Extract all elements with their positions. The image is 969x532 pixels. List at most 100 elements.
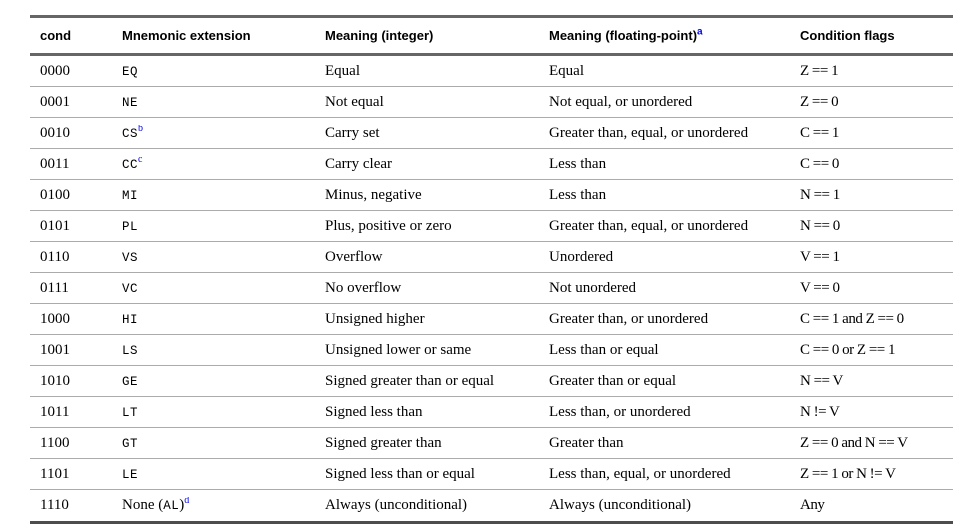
condition-flags-value: N == 1 (800, 186, 840, 203)
meaning-fp-value: Greater than, or unordered (549, 310, 709, 327)
mnemonic-value: CC (122, 157, 139, 172)
cond-value: 1001 (40, 341, 70, 358)
mnemonic-cell: EQ (122, 63, 325, 80)
table-row: 1011 LT Signed less than Less than, or u… (30, 397, 953, 428)
meaning-integer-value: Unsigned higher (325, 310, 425, 327)
cond-value: 0110 (40, 248, 70, 265)
header-condition-flags: Condition flags (800, 28, 895, 43)
meaning-fp-value: Less than, or unordered (549, 403, 691, 420)
cond-value: 0000 (40, 62, 70, 79)
cond-value: 1110 (40, 497, 69, 513)
meaning-fp-value: Not equal, or unordered (549, 93, 693, 110)
meaning-integer-value: Overflow (325, 248, 383, 265)
meaning-integer-value: Carry set (325, 124, 380, 141)
meaning-integer-value: Carry clear (325, 155, 393, 172)
mnemonic-value: VS (122, 250, 139, 265)
meaning-fp-value: Greater than or equal (549, 372, 677, 389)
mnemonic-cell: GT (122, 435, 325, 452)
meaning-fp-value: Greater than, equal, or unordered (549, 217, 749, 234)
condition-flags-value: C == 0 or Z == 1 (800, 341, 896, 358)
mnemonic-cell: VC (122, 280, 325, 297)
table-row: 0011 CCc Carry clear Less than C == 0 (30, 149, 953, 180)
cond-value: 0100 (40, 186, 70, 203)
meaning-integer-value: Plus, positive or zero (325, 217, 452, 234)
meaning-fp-value: Less than (549, 155, 607, 172)
condition-flags-value: Z == 0 and N == V (800, 434, 908, 451)
cond-value: 0001 (40, 93, 70, 110)
condition-flags-value: Any (800, 497, 825, 513)
mnemonic-pre: None ( (122, 497, 164, 513)
table-row: 0010 CSb Carry set Greater than, equal, … (30, 118, 953, 149)
mnemonic-cell: LS (122, 342, 325, 359)
meaning-integer-value: No overflow (325, 279, 402, 296)
mnemonic-value: PL (122, 219, 139, 234)
table-row: 1001 LS Unsigned lower or same Less than… (30, 335, 953, 366)
cond-value: 0010 (40, 124, 70, 141)
meaning-fp-value: Less than or equal (549, 341, 659, 358)
meaning-fp-value: Unordered (549, 248, 614, 265)
meaning-fp-value: Less than (549, 186, 607, 203)
mnemonic-value: NE (122, 95, 139, 110)
cond-value: 1011 (40, 403, 70, 420)
table-row: 0110 VS Overflow Unordered V == 1 (30, 242, 953, 273)
table-row: 0101 PL Plus, positive or zero Greater t… (30, 211, 953, 242)
meaning-integer-value: Minus, negative (325, 186, 422, 203)
condition-flags-value: N == 0 (800, 217, 840, 234)
cond-value: 0011 (40, 155, 70, 172)
table-row: 0100 MI Minus, negative Less than N == 1 (30, 180, 953, 211)
meaning-integer-value: Signed less than (325, 403, 423, 420)
meaning-integer-value: Signed less than or equal (325, 465, 475, 482)
condition-flags-value: C == 1 (800, 124, 839, 141)
condition-flags-value: C == 1 and Z == 0 (800, 310, 904, 327)
meaning-integer-value: Signed greater than (325, 434, 442, 451)
condition-flags-value: V == 1 (800, 248, 840, 265)
cond-value: 1100 (40, 434, 70, 451)
footnote-ref-b[interactable]: b (138, 124, 144, 134)
header-meaning-integer: Meaning (integer) (325, 28, 434, 43)
table-row: 0000 EQ Equal Equal Z == 1 (30, 56, 953, 87)
cond-value: 0101 (40, 217, 70, 234)
cond-value: 1101 (40, 465, 70, 482)
mnemonic-value: HI (122, 312, 139, 327)
mnemonic-value: CS (122, 126, 139, 141)
meaning-integer-value: Always (unconditional) (325, 497, 468, 513)
mnemonic-value: EQ (122, 64, 139, 79)
mnemonic-cell: HI (122, 311, 325, 328)
mnemonic-value: LE (122, 467, 139, 482)
mnemonic-value: AL (163, 499, 180, 513)
condition-flags-value: N != V (800, 403, 840, 420)
condition-flags-value: V == 0 (800, 279, 840, 296)
cond-value: 0111 (40, 279, 69, 296)
table-row: 1100 GT Signed greater than Greater than… (30, 428, 953, 459)
header-meaning-fp-label: Meaning (floating-point) (549, 28, 698, 43)
mnemonic-cell: LT (122, 404, 325, 421)
mnemonic-value: LT (122, 405, 139, 420)
mnemonic-cell: VS (122, 249, 325, 266)
footnote-ref-c[interactable]: c (138, 155, 143, 165)
mnemonic-cell: GE (122, 373, 325, 390)
meaning-fp-value: Not unordered (549, 279, 637, 296)
mnemonic-value: LS (122, 343, 139, 358)
table-row: 0001 NE Not equal Not equal, or unordere… (30, 87, 953, 118)
table-row: 1110 None (AL)d Always (unconditional) A… (30, 490, 953, 521)
footnote-ref-d[interactable]: d (184, 497, 190, 506)
cond-value: 1010 (40, 372, 70, 389)
header-meaning-floating-point: Meaning (floating-point)a (549, 28, 800, 43)
mnemonic-cell: PL (122, 218, 325, 235)
meaning-integer-value: Unsigned lower or same (325, 341, 472, 358)
meaning-integer-value: Equal (325, 62, 360, 79)
cond-value: 1000 (40, 310, 70, 327)
footnote-ref-a[interactable]: a (697, 28, 703, 38)
mnemonic-cell: CCc (122, 156, 325, 173)
mnemonic-post: ) (179, 497, 185, 513)
header-mnemonic-extension: Mnemonic extension (122, 28, 251, 43)
table-row: 1010 GE Signed greater than or equal Gre… (30, 366, 953, 397)
mnemonic-cell: MI (122, 187, 325, 204)
condition-codes-table: cond Mnemonic extension Meaning (integer… (30, 15, 953, 524)
condition-flags-value: C == 0 (800, 155, 839, 172)
condition-flags-value: Z == 1 or N != V (800, 465, 896, 482)
table-row: 1000 HI Unsigned higher Greater than, or… (30, 304, 953, 335)
meaning-integer-value: Not equal (325, 93, 384, 110)
mnemonic-cell: CSb (122, 125, 325, 142)
meaning-fp-value: Always (unconditional) (549, 497, 692, 513)
